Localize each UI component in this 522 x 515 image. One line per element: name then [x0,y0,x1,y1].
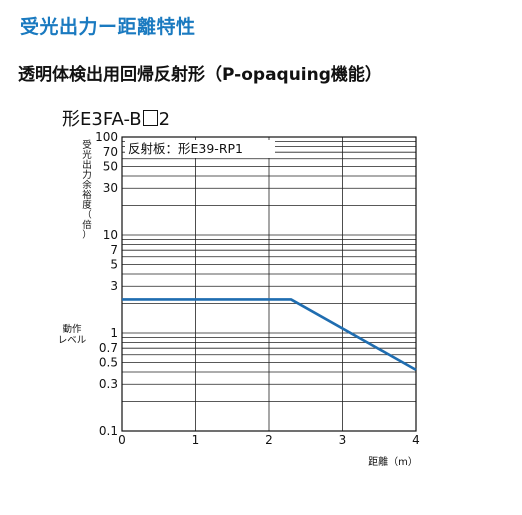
ylabel-char: 受 [82,139,92,151]
plot-frame [121,136,417,432]
model-label: 形E3FA-B 2 [62,105,170,131]
y-tick-label: 0.5 [99,356,118,370]
operating-level-label: レベル [58,335,87,346]
ylabel-char: 倍 [82,219,92,231]
ylabel-char: 余 [82,179,92,191]
placeholder-box-icon [142,110,158,126]
section-title: 受光出力ー距離特性 [20,16,196,38]
ylabel-char: 出 [82,159,92,171]
series-line [122,298,417,372]
y-tick-label: 7 [110,243,118,257]
annotation-label: 反射板：形E39-RP1 [128,141,243,156]
y-tick-label: 100 [95,130,118,144]
y-tick-label: 50 [103,160,118,174]
model-prefix: 形E3FA-B [62,109,142,130]
ylabel-char: 力 [82,169,92,181]
x-tick-label: 4 [412,433,420,447]
y-tick-label: 3 [110,279,118,293]
ylabel-char: 度 [82,199,92,211]
y-tick-label: 1 [110,326,118,340]
y-tick-label: 0.3 [99,377,118,391]
y-tick-label: 70 [103,145,118,159]
ylabel-char: 光 [82,149,92,161]
ylabel-char: ） [82,229,92,241]
x-tick-label: 2 [265,433,273,447]
y-tick-label: 10 [103,228,118,242]
x-axis-label: 距離（m） [368,455,418,468]
y-tick-label: 0.1 [99,424,118,438]
y-tick-label: 0.7 [99,341,118,355]
chart-subtitle: 透明体検出用回帰反射形（P-opaquing機能） [18,65,382,85]
x-tick-label: 1 [192,433,200,447]
x-tick-label: 3 [339,433,347,447]
annotation-bg [125,140,275,158]
y-tick-label: 30 [103,181,118,195]
operating-level-label: 動作 [62,323,82,335]
ylabel-char: （ [82,209,92,221]
ylabel-char: 裕 [82,189,92,201]
y-tick-label: 5 [110,258,118,272]
x-tick-label: 0 [118,433,126,447]
model-suffix: 2 [158,109,171,130]
